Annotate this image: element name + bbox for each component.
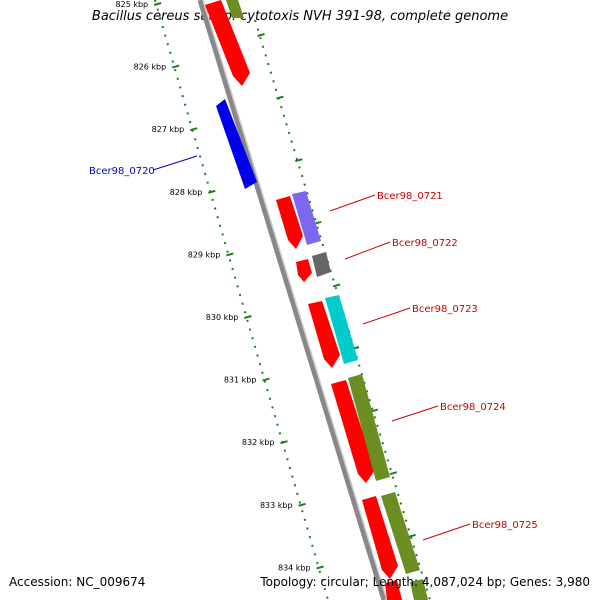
gene-label-bcer98-0723[interactable]: Bcer98_0723 xyxy=(412,304,478,315)
gene-bcer98-0721[interactable] xyxy=(292,191,321,245)
cds-forward-0722[interactable] xyxy=(296,259,312,282)
map-title: Bacillus cereus subsp. cytotoxis NVH 391… xyxy=(91,9,509,24)
genome-backbone xyxy=(197,0,387,600)
outer-tick-4 xyxy=(332,283,341,288)
scale-tick-8 xyxy=(298,502,306,507)
gene-label-bcer98-0724[interactable]: Bcer98_0724 xyxy=(440,402,506,413)
scale-tick-0 xyxy=(153,2,162,6)
cds-forward-0724[interactable] xyxy=(331,380,375,483)
scale-tick-4 xyxy=(226,252,234,257)
scale-label-9: 834 kbp xyxy=(278,563,311,572)
outer-scale-line xyxy=(254,19,431,600)
scale-label-3: 828 kbp xyxy=(170,188,203,197)
gene-bcer98-0722[interactable] xyxy=(312,252,331,277)
scale-label-1: 826 kbp xyxy=(134,63,167,72)
outer-tick-8 xyxy=(408,533,416,538)
scale-tick-1 xyxy=(171,64,180,69)
leader-bcer98-0721 xyxy=(329,194,376,212)
inner-scale-line xyxy=(154,0,329,600)
leader-bcer98-0724 xyxy=(391,405,439,422)
leader-bcer98-0725 xyxy=(422,523,471,541)
gene-bcer98-0724[interactable] xyxy=(348,374,390,481)
scale-tick-3 xyxy=(208,189,216,194)
outer-tick-2 xyxy=(295,158,303,163)
gene-bcer98-0723[interactable] xyxy=(325,295,358,364)
scale-label-4: 829 kbp xyxy=(188,250,221,259)
cds-forward-0723[interactable] xyxy=(308,301,340,368)
cds-forward-0726[interactable] xyxy=(385,580,402,600)
scale-label-8: 833 kbp xyxy=(260,501,293,510)
cds-forward-0721[interactable] xyxy=(276,196,303,249)
gene-bcer98-0720[interactable] xyxy=(216,99,257,189)
scale-tick-2 xyxy=(189,127,198,132)
scale-label-5: 830 kbp xyxy=(206,313,239,322)
gene-825-olive[interactable] xyxy=(226,0,244,18)
scale-label-0: 825 kbp xyxy=(116,0,149,9)
scale-label-7: 832 kbp xyxy=(242,438,275,447)
cds-forward-0725[interactable] xyxy=(362,496,398,579)
gene-label-bcer98-0720[interactable]: Bcer98_0720 xyxy=(89,166,155,177)
outer-tick-1 xyxy=(276,95,284,100)
gene-bcer98-0726[interactable] xyxy=(410,579,428,600)
outer-tick-7 xyxy=(389,471,398,476)
leader-bcer98-0720 xyxy=(152,155,198,171)
gene-label-bcer98-0721[interactable]: Bcer98_0721 xyxy=(377,191,443,202)
gene-label-bcer98-0722[interactable]: Bcer98_0722 xyxy=(392,238,458,249)
accession-text: Accession: NC_009674 xyxy=(9,575,146,589)
genome-summary: Topology: circular; Length: 4,087,024 bp… xyxy=(260,575,590,589)
scale-tick-6 xyxy=(262,377,270,382)
cds-forward-825[interactable] xyxy=(205,0,250,86)
leader-bcer98-0723 xyxy=(362,307,411,325)
genome-backbone-highlight xyxy=(202,0,388,600)
scale-ticks: 825 kbp 826 kbp 827 kbp 828 kbp 829 kbp 830 k… xyxy=(116,0,416,572)
scale-tick-7 xyxy=(280,440,288,445)
outer-tick-0 xyxy=(257,33,265,37)
gene-bcer98-0725[interactable] xyxy=(381,492,420,574)
gene-label-bcer98-0725[interactable]: Bcer98_0725 xyxy=(472,520,538,531)
scale-label-6: 831 kbp xyxy=(224,376,257,385)
scale-tick-5 xyxy=(244,315,252,319)
scale-tick-9 xyxy=(316,565,324,570)
scale-label-2: 827 kbp xyxy=(152,125,185,134)
leader-bcer98-0722 xyxy=(344,241,391,260)
